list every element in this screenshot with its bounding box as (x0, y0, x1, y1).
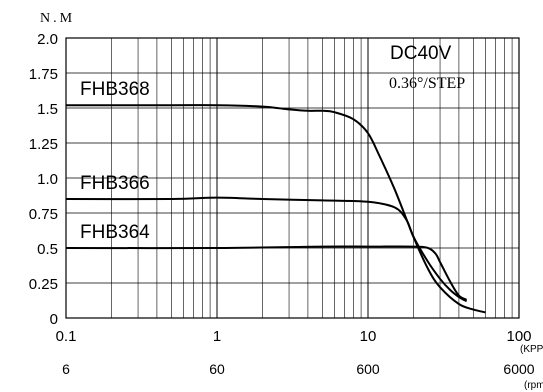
x-tick-label: 0.1 (56, 328, 77, 345)
rpm-unit-label: (rpm) (524, 380, 543, 391)
y-tick-label: 0.25 (29, 276, 58, 293)
y-tick-label: 1.75 (29, 66, 58, 83)
series-label-fhb368: FHB368 (80, 79, 150, 100)
y-tick-label: 2.0 (37, 31, 58, 48)
y-axis-unit-label: N.M (40, 11, 75, 26)
series-line-fhb364 (65, 245, 468, 301)
rpm-tick-label: 60 (209, 361, 225, 377)
series-layer (65, 104, 486, 314)
y-tick-label: 0.75 (29, 206, 58, 223)
rpm-tick-label: 600 (356, 361, 380, 377)
series-line-fhb368 (66, 104, 486, 314)
x-tick-label: 100 (506, 328, 531, 345)
labels-layer: 0 0.25 0.5 0.75 1.0 1.25 1.5 1.75 2.0 0.1 1 10 100 6 6… (29, 31, 535, 377)
y-tick-label: 1.0 (37, 171, 58, 188)
rpm-tick-label: 6 (62, 361, 70, 377)
x-tick-label: 10 (360, 328, 377, 345)
voltage-annotation: DC40V (390, 43, 452, 64)
step-angle-annotation: 0.36°/STEP (389, 75, 465, 92)
y-tick-label: 1.5 (37, 101, 58, 118)
series-label-fhb366: FHB366 (80, 173, 150, 194)
plot-frame (65, 37, 520, 319)
series-label-fhb364: FHB364 (80, 222, 150, 243)
y-tick-label: 1.25 (29, 136, 58, 153)
x-tick-label: 1 (213, 328, 221, 345)
series-line-fhb366 (65, 196, 468, 303)
x-axis-unit-label: (KPPS) (520, 344, 543, 355)
rpm-tick-label: 6000 (503, 361, 534, 377)
y-tick-label: 0 (50, 311, 58, 328)
y-tick-label: 0.5 (37, 241, 58, 258)
